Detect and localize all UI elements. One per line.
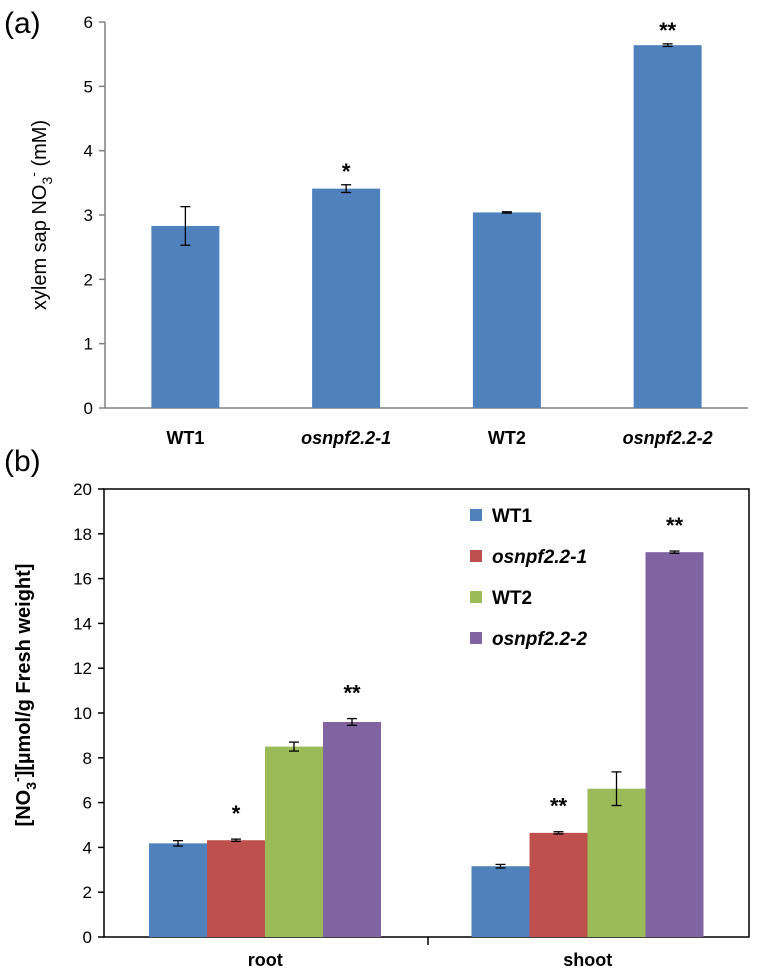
x-category-label: root (248, 950, 283, 970)
y-tick-label: 16 (73, 570, 92, 589)
y-tick-label: 14 (73, 614, 92, 633)
y-tick-label: 2 (84, 270, 93, 289)
bar (471, 866, 530, 937)
x-category-label: shoot (563, 950, 612, 970)
error-bar (289, 741, 299, 752)
bar (323, 721, 381, 937)
bar (529, 832, 588, 937)
bar (151, 225, 220, 408)
error-bar (495, 863, 506, 869)
legend-swatch (470, 632, 482, 644)
significance-label: ** (659, 18, 677, 43)
bar (312, 188, 381, 408)
bar (265, 746, 323, 937)
x-category-label: osnpf2.2-1 (301, 428, 391, 448)
bar (587, 788, 646, 937)
error-bar (611, 771, 622, 807)
y-tick-label: 6 (84, 13, 93, 32)
legend-item: WT1 (470, 506, 533, 527)
panel-b-y-ticks: 0 2 4 6 8 10 12 14 16 18 20 (73, 480, 104, 947)
bar (149, 843, 207, 937)
significance-label: ** (666, 513, 684, 538)
x-category-label: WT1 (166, 428, 204, 448)
significance-label: * (232, 801, 241, 826)
legend-item: WT2 (470, 588, 532, 609)
panel-a-y-ticks: 0 1 2 3 4 5 6 (84, 13, 105, 418)
significance-label: ** (343, 681, 361, 706)
y-tick-label: 20 (73, 480, 92, 499)
y-tick-label: 2 (83, 883, 92, 902)
y-tick-label: 4 (84, 142, 93, 161)
y-tick-label: 6 (83, 794, 92, 813)
bar (645, 552, 704, 937)
y-tick-label: 1 (84, 335, 93, 354)
bar (633, 45, 702, 408)
y-tick-label: 10 (73, 704, 92, 723)
panel-b-y-axis-label: [NO3-][µmol/g Fresh weight] (9, 564, 39, 827)
error-bar (669, 550, 680, 554)
panel-b-category-labels: root shoot (248, 950, 613, 970)
error-bar (231, 838, 241, 843)
x-category-label: osnpf2.2-2 (623, 428, 713, 448)
panel-b-bars: ******* (149, 513, 704, 937)
y-tick-label: 8 (83, 749, 92, 768)
legend-swatch (470, 550, 482, 562)
y-tick-label: 3 (84, 206, 93, 225)
y-tick-label: 0 (83, 928, 92, 947)
error-bar (501, 211, 512, 214)
legend-item: osnpf2.2-2 (470, 629, 587, 650)
legend-swatch (470, 591, 482, 603)
legend-label: osnpf2.2-2 (492, 629, 587, 650)
significance-label: * (342, 159, 351, 184)
x-category-label: WT2 (488, 428, 526, 448)
error-bar (173, 840, 183, 847)
legend-label: WT2 (492, 588, 532, 609)
legend-swatch (470, 509, 482, 521)
bar (472, 212, 541, 408)
error-bar (180, 205, 191, 246)
y-tick-label: 5 (84, 77, 93, 96)
error-bar (553, 831, 564, 835)
legend-item: osnpf2.2-1 (470, 547, 587, 568)
legend-label: WT1 (492, 506, 533, 527)
y-tick-label: 12 (73, 659, 92, 678)
panel-a-y-axis-label: xylem sap NO3- (mM) (25, 120, 55, 310)
bar (207, 840, 265, 937)
y-tick-label: 18 (73, 525, 92, 544)
significance-label: ** (550, 794, 568, 819)
y-tick-label: 0 (84, 399, 93, 418)
y-tick-label: 4 (83, 838, 92, 857)
panel-b-label: (b) (4, 445, 41, 478)
legend-label: osnpf2.2-1 (492, 547, 587, 568)
panel-a-label: (a) (4, 7, 41, 40)
error-bar (662, 43, 673, 48)
error-bar (347, 717, 357, 726)
panel-b-legend: WT1 osnpf2.2-1 WT2 osnpf2.2-2 (470, 506, 587, 650)
panel-a-category-labels: WT1 osnpf2.2-1 WT2 osnpf2.2-2 (166, 428, 712, 448)
error-bar (341, 184, 352, 194)
panel-a-bars: *** (151, 18, 702, 408)
